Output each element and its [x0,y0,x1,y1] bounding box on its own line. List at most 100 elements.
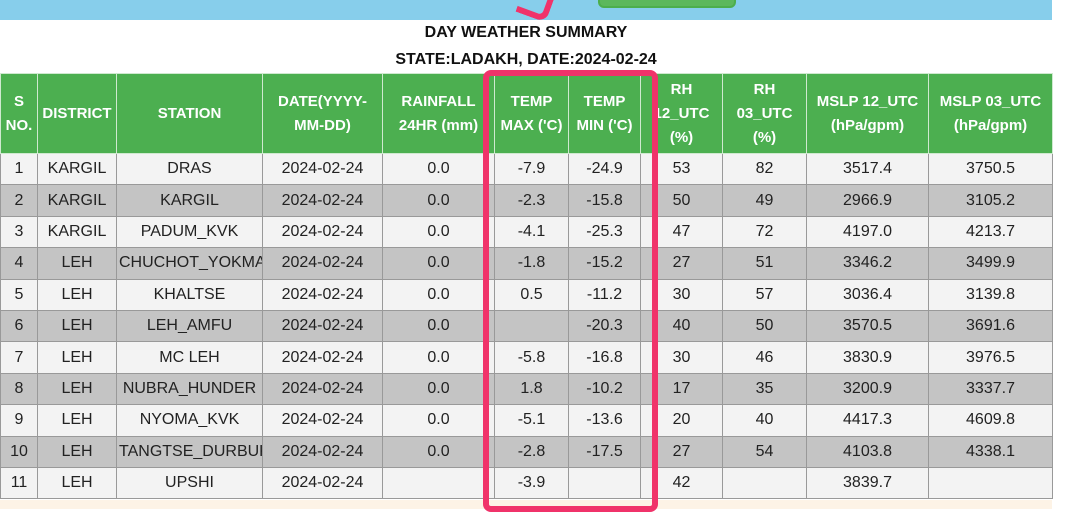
table-cell: 3200.9 [806,372,929,406]
table-cell [928,466,1053,500]
table-cell: 3750.5 [928,152,1053,186]
table-row: 8 LEH NUBRA_HUNDER 2024-02-24 0.0 1.8 -10.2 17 3… [0,372,1053,406]
table-cell: KHALTSE [116,278,263,311]
table-cell: KARGIL [116,184,263,217]
table-cell: 1.8 [494,372,569,406]
highlight-box [483,70,658,512]
table-cell: NYOMA_KVK [116,404,263,437]
table-row: 4 LEH CHUCHOT_YOKMA 2024-02-24 0.0 -1.8 -15.2 2… [0,247,1053,280]
table-cell: -5.1 [494,404,569,437]
table-cell: 51 [722,247,807,280]
table-cell: 3691.6 [928,309,1053,343]
table-cell: 0.0 [382,404,495,437]
table-row: 11 LEH UPSHI 2024-02-24 -3.9 42 3839.7 [0,466,1053,500]
table-cell: 40 [722,404,807,437]
table-cell: UPSHI [116,466,263,500]
table-cell: LEH [37,278,117,311]
table-cell: 3346.2 [806,247,929,280]
table-cell: 0.0 [382,184,495,217]
table-cell: 4213.7 [928,215,1053,249]
footer-strip [0,500,1052,509]
table-cell: LEH [37,309,117,343]
column-header: S NO. [0,73,38,154]
table-cell: -15.2 [568,247,641,280]
column-header: RH 03_UTC (%) [722,73,807,154]
column-header: MSLP 03_UTC (hPa/gpm) [928,73,1053,154]
table-row: 2 KARGIL KARGIL 2024-02-24 0.0 -2.3 -15.8 50 49 2… [0,184,1053,217]
column-header: RAINFALL 24HR (mm) [382,73,495,154]
table-cell: 3976.5 [928,341,1053,374]
table-cell: 4338.1 [928,435,1053,468]
table-cell: 3105.2 [928,184,1053,217]
table-cell: 5 [0,278,38,311]
column-header: TEMP MIN ('C) [568,73,641,154]
table-cell: 8 [0,372,38,406]
button[interactable] [598,0,736,8]
table-cell: 0.0 [382,341,495,374]
table-cell: DRAS [116,152,263,186]
table-cell: 4 [0,247,38,280]
table-cell: KARGIL [37,215,117,249]
table-cell: 2024-02-24 [262,184,383,217]
table-cell: 0.0 [382,278,495,311]
table-cell: 0.0 [382,215,495,249]
table-cell: -16.8 [568,341,641,374]
table-cell: -2.8 [494,435,569,468]
table-cell: LEH [37,466,117,500]
table-cell: 3499.9 [928,247,1053,280]
table-cell [494,309,569,343]
table-cell: KARGIL [37,184,117,217]
table-cell: KARGIL [37,152,117,186]
table-cell: -10.2 [568,372,641,406]
table-cell: 3517.4 [806,152,929,186]
table-row: 3 KARGIL PADUM_KVK 2024-02-24 0.0 -4.1 -25.3 47… [0,215,1053,249]
table-cell: 2024-02-24 [262,404,383,437]
table-cell: 0.5 [494,278,569,311]
table-cell: 35 [722,372,807,406]
table-cell: PADUM_KVK [116,215,263,249]
table-cell: 4103.8 [806,435,929,468]
table-cell: 50 [722,309,807,343]
table-cell: 46 [722,341,807,374]
table-cell: NUBRA_HUNDER [116,372,263,406]
table-cell: 2024-02-24 [262,435,383,468]
table-cell: 3570.5 [806,309,929,343]
table-cell: 9 [0,404,38,437]
table-cell: MC LEH [116,341,263,374]
table-cell: 7 [0,341,38,374]
table-cell: 3036.4 [806,278,929,311]
table-cell: 3830.9 [806,341,929,374]
table-cell: 3139.8 [928,278,1053,311]
table-cell: 3839.7 [806,466,929,500]
table-cell: 11 [0,466,38,500]
table-cell: 4609.8 [928,404,1053,437]
table-cell [722,466,807,500]
table-cell [382,466,495,500]
table-cell: 2024-02-24 [262,152,383,186]
table-cell: 10 [0,435,38,468]
table-cell: 82 [722,152,807,186]
table-cell: 2024-02-24 [262,278,383,311]
table-cell: 4417.3 [806,404,929,437]
table-cell: LEH [37,404,117,437]
table-cell: -13.6 [568,404,641,437]
table-cell: 54 [722,435,807,468]
table-cell: 2024-02-24 [262,247,383,280]
table-row: 7 LEH MC LEH 2024-02-24 0.0 -5.8 -16.8 30 46 3830… [0,341,1053,374]
table-cell: 2024-02-24 [262,215,383,249]
table-cell: 72 [722,215,807,249]
table-cell: LEH [37,247,117,280]
table-cell: 0.0 [382,372,495,406]
table-cell: 3337.7 [928,372,1053,406]
column-header: MSLP 12_UTC (hPa/gpm) [806,73,929,154]
table-cell: 3 [0,215,38,249]
table-row: 10 LEH TANGTSE_DURBUK 2024-02-24 0.0 -2.8 -17.… [0,435,1053,468]
table-cell: -7.9 [494,152,569,186]
table-row: 6 LEH LEH_AMFU 2024-02-24 0.0 -20.3 40 50 3570.5… [0,309,1053,343]
table-row: 9 LEH NYOMA_KVK 2024-02-24 0.0 -5.1 -13.6 20 40 4… [0,404,1053,437]
column-header: DATE(YYYY-MM-DD) [262,73,383,154]
table-cell: 0.0 [382,152,495,186]
table-cell: 2024-02-24 [262,341,383,374]
table-cell: TANGTSE_DURBUK [116,435,263,468]
